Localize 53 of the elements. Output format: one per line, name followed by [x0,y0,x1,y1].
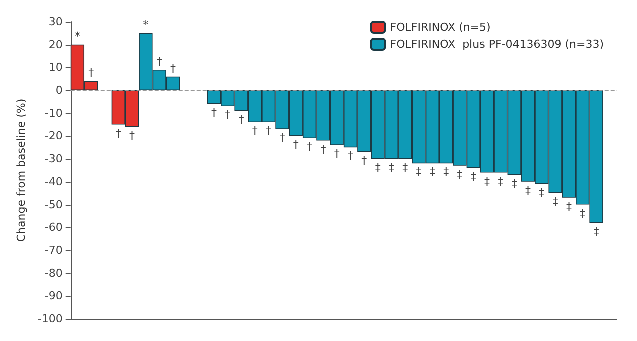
data-label: ‡ [402,161,409,174]
y-tick-label: -20 [44,130,63,143]
data-label: † [280,131,286,144]
data-label: ‡ [430,166,436,179]
data-label: † [348,150,354,163]
data-label: † [362,154,368,168]
y-tick-label: -30 [44,152,63,166]
data-label: † [88,66,95,80]
data-label: ‡ [512,177,518,190]
data-label: † [266,124,272,138]
data-label: ‡ [444,166,450,179]
data-label: † [170,62,177,75]
data-label: ‡ [457,168,464,181]
data-label: † [293,138,300,152]
data-label: * [74,30,81,43]
data-label: ‡ [539,186,546,200]
data-label: † [130,129,136,142]
data-label: ‡ [375,161,382,174]
data-label: † [252,124,258,138]
y-tick-label: 20 [48,38,63,52]
data-label: ‡ [388,161,395,174]
data-label: ‡ [526,184,532,197]
y-axis-title: Change from baseline (%) [15,98,28,242]
data-label: ‡ [484,174,491,188]
data-label: ‡ [416,166,422,179]
data-label: ‡ [580,206,586,220]
data-label: † [156,54,163,68]
data-label: ‡ [566,200,572,213]
data-label: † [238,113,245,126]
legend-label: FOLFIRINOX (n=5) [390,21,491,34]
y-tick-label: -80 [44,266,63,280]
y-tick-label: -50 [44,198,63,212]
data-label: ‡ [470,170,477,184]
data-label: ‡ [498,174,504,188]
y-tick-label: -40 [44,175,63,188]
data-label: † [211,106,218,120]
data-label: † [225,108,232,122]
y-tick-label: -10 [44,106,63,120]
y-tick-label: 0 [56,84,63,98]
y-tick-label: -70 [44,244,63,257]
data-label: ‡ [552,195,559,208]
data-label: † [334,147,340,160]
data-label: ‡ [594,225,600,238]
y-tick-label: -90 [44,290,63,303]
data-label: * [143,18,150,32]
y-tick-label: -60 [44,221,63,234]
legend-label: FOLFIRINOX plus PF-04136309 (n=33) [390,38,604,51]
data-label: † [307,140,314,154]
y-tick-label: 10 [48,61,63,74]
y-tick-label: 30 [48,16,63,28]
data-label: † [320,142,327,156]
y-tick-label: -100 [38,312,63,326]
data-label: † [116,126,122,140]
